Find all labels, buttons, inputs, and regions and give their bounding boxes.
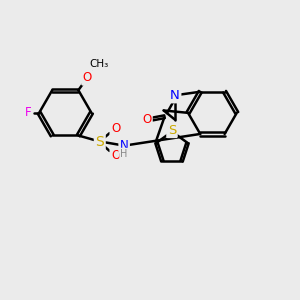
- Text: CH₃: CH₃: [89, 59, 108, 69]
- Text: N: N: [120, 139, 128, 152]
- Text: H: H: [121, 149, 128, 159]
- Text: O: O: [111, 149, 120, 162]
- Text: O: O: [142, 112, 152, 126]
- Text: O: O: [111, 122, 120, 135]
- Text: S: S: [95, 135, 104, 149]
- Text: S: S: [168, 124, 176, 136]
- Text: O: O: [83, 71, 92, 84]
- Text: F: F: [25, 106, 32, 119]
- Text: N: N: [170, 89, 180, 102]
